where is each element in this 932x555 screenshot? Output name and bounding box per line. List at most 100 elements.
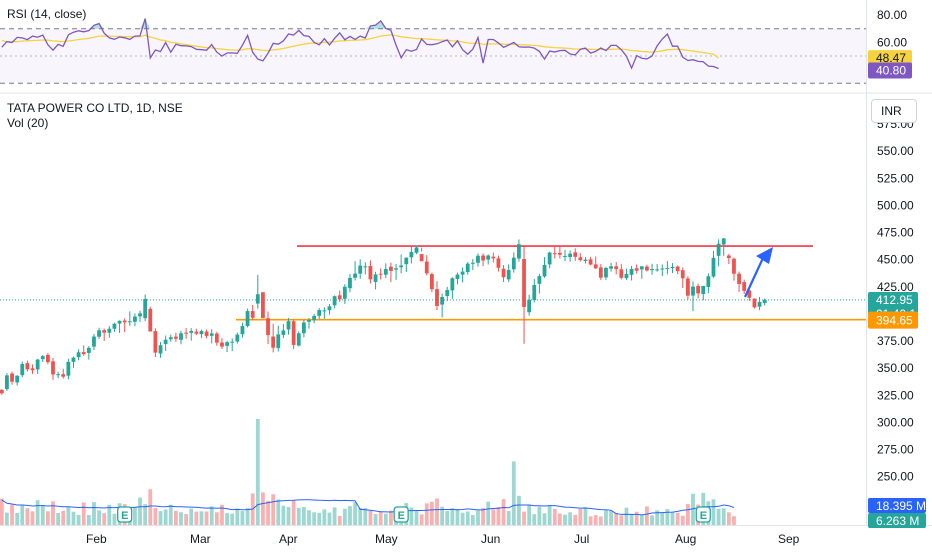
price-tick-label: 475.00 <box>877 226 914 240</box>
price-tick-label: 250.00 <box>877 470 914 484</box>
candle-body <box>164 340 168 344</box>
volume-bar <box>20 505 24 525</box>
volume-bar <box>51 501 55 525</box>
candle-body <box>297 333 301 345</box>
time-tick-label: Jun <box>481 532 500 546</box>
volume-bar <box>159 511 163 525</box>
volume-bar <box>548 506 552 525</box>
volume-bar <box>61 511 65 525</box>
candle-body <box>732 259 736 274</box>
candle-body <box>491 257 495 259</box>
volume-bar <box>430 502 434 525</box>
candle-body <box>10 374 14 382</box>
candle-body <box>712 258 716 277</box>
currency-button[interactable]: INR <box>871 99 917 123</box>
volume-bar <box>333 507 337 525</box>
time-tick-label: Sep <box>778 532 800 546</box>
volume-legend: Vol (20) <box>7 116 48 130</box>
volume-bar <box>717 509 721 525</box>
candle-body <box>486 256 490 260</box>
candle-body <box>51 361 55 374</box>
volume-bar <box>527 505 531 525</box>
volume-bar <box>261 492 265 525</box>
volume-bar <box>230 514 234 525</box>
volume-bar <box>210 506 214 525</box>
candle-body <box>737 274 741 284</box>
candle-body <box>358 266 362 274</box>
volume-bar <box>87 515 91 525</box>
volume-bar <box>486 502 490 525</box>
volume-bar <box>133 508 137 525</box>
candle-body <box>113 324 117 329</box>
price-tick-label: 300.00 <box>877 415 914 429</box>
candle-body <box>435 289 439 306</box>
volume-bar <box>287 507 291 525</box>
candle-body <box>97 330 101 337</box>
volume-bar <box>276 499 280 525</box>
volume-bar <box>225 513 229 525</box>
candle-body <box>276 334 280 348</box>
candle-body <box>200 331 204 334</box>
volume-bar <box>353 502 357 525</box>
candle-body <box>404 258 408 265</box>
volume-bar <box>445 511 449 525</box>
volume-bar <box>82 502 86 525</box>
candle-body <box>0 390 4 393</box>
candle-body <box>369 266 373 279</box>
volume-bar <box>420 514 424 525</box>
volume-bar <box>568 512 572 525</box>
volume-bar <box>491 509 495 525</box>
volume-bar <box>10 505 14 525</box>
candle-body <box>507 270 511 279</box>
support-badge-label: 394.65 <box>876 314 913 328</box>
volume-bar <box>56 513 60 525</box>
time-tick-label: Jul <box>574 532 589 546</box>
volume-bar <box>143 504 147 525</box>
candle-body <box>77 352 81 357</box>
volume-bar <box>271 494 275 525</box>
candle-body <box>271 337 275 348</box>
candle-body <box>753 299 757 308</box>
candle-body <box>343 287 347 299</box>
candle-body <box>619 269 623 278</box>
candle-body <box>179 333 183 340</box>
volume-bar <box>686 504 690 525</box>
volume-bar <box>113 514 117 525</box>
volume-bar <box>732 516 736 525</box>
volume-bar <box>722 508 726 525</box>
volume-bar <box>676 513 680 525</box>
candle-body <box>107 329 111 333</box>
volume-bar <box>584 507 588 525</box>
candle-body <box>517 244 521 258</box>
candle-body <box>450 278 454 290</box>
candle-body <box>56 374 60 375</box>
volume-bar <box>179 512 183 525</box>
candle-body <box>609 266 613 268</box>
volume-bar <box>102 513 106 525</box>
volume-bar <box>46 511 50 525</box>
price-tick-label: 275.00 <box>877 443 914 457</box>
volume-bar <box>302 507 306 525</box>
candle-body <box>630 269 634 275</box>
candle-body <box>706 276 710 287</box>
volume-bar <box>553 509 557 525</box>
candle-body <box>604 268 608 277</box>
volume-bar <box>461 513 465 525</box>
volume-bar <box>174 511 178 525</box>
volume-bar <box>507 511 511 525</box>
volume-ma-badge-label: 18.395 M <box>876 499 926 513</box>
volume-bar <box>619 515 623 525</box>
candle-body <box>241 326 245 334</box>
candle-body <box>727 256 731 258</box>
candle-body <box>722 238 726 244</box>
candle-body <box>251 311 255 318</box>
candle-body <box>415 247 419 252</box>
candle-body <box>686 279 690 296</box>
volume-bar <box>164 509 168 525</box>
volume-bar <box>241 511 245 525</box>
candle-body <box>154 331 158 352</box>
volume-bar <box>297 508 301 525</box>
volume-bar <box>589 516 593 525</box>
